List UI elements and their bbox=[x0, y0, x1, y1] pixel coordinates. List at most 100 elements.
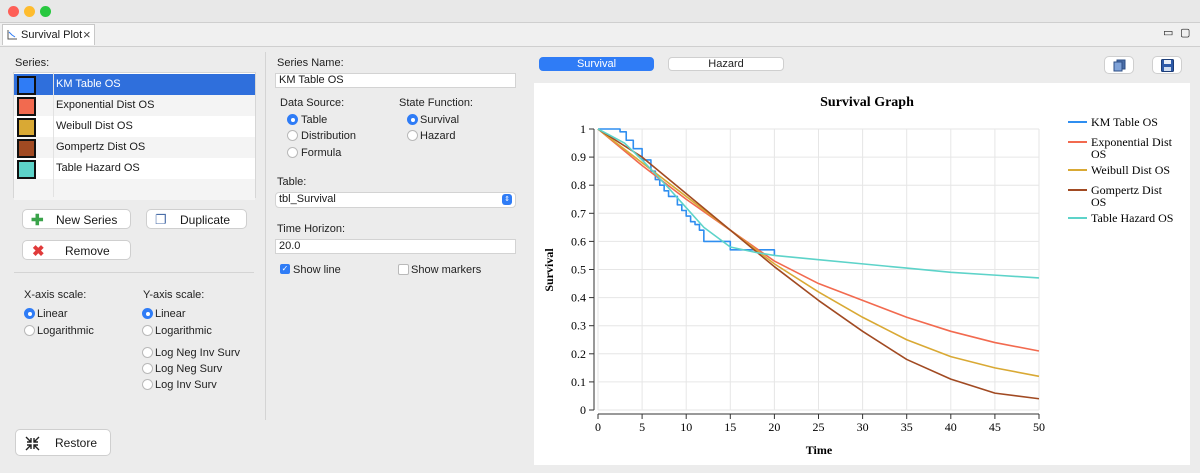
y-scale-log-inv-surv-radio[interactable] bbox=[142, 379, 153, 390]
time-horizon-label: Time Horizon: bbox=[277, 223, 346, 235]
series-line bbox=[597, 128, 1040, 352]
show-markers-checkbox[interactable] bbox=[398, 264, 409, 275]
remove-button[interactable]: ✖ Remove bbox=[22, 240, 131, 260]
close-window-button[interactable] bbox=[8, 6, 19, 17]
x-scale-log-label: Logarithmic bbox=[37, 325, 94, 337]
x-tick-label: 45 bbox=[989, 420, 1001, 434]
series-line bbox=[597, 128, 1040, 378]
y-tick-label: 0 bbox=[580, 403, 586, 417]
series-empty-row bbox=[14, 179, 255, 200]
source-distribution-radio[interactable] bbox=[287, 130, 298, 141]
y-tick-label: 1 bbox=[580, 122, 586, 136]
state-survival-radio[interactable] bbox=[407, 114, 418, 125]
y-tick-label: 0.6 bbox=[571, 234, 586, 248]
series-item[interactable]: KM Table OS bbox=[14, 74, 255, 95]
save-icon bbox=[1161, 59, 1174, 72]
x-scale-linear-label: Linear bbox=[37, 308, 68, 320]
y-scale-log-radio[interactable] bbox=[142, 325, 153, 336]
series-item-label: Table Hazard OS bbox=[56, 162, 140, 174]
y-axis-scale-heading: Y-axis scale: bbox=[143, 289, 205, 301]
remove-x-icon: ✖ bbox=[32, 243, 45, 260]
y-tick-label: 0.8 bbox=[571, 178, 586, 192]
x-scale-log-radio[interactable] bbox=[24, 325, 35, 336]
show-line-label: Show line bbox=[293, 264, 341, 276]
source-table-radio[interactable] bbox=[287, 114, 298, 125]
minimize-window-button[interactable] bbox=[24, 6, 35, 17]
collapse-arrows-icon bbox=[25, 436, 40, 451]
source-formula-radio[interactable] bbox=[287, 147, 298, 158]
y-tick-label: 0.4 bbox=[571, 291, 586, 305]
x-scale-linear-radio[interactable] bbox=[24, 308, 35, 319]
series-name-input[interactable]: KM Table OS bbox=[275, 73, 516, 88]
maximize-window-button[interactable] bbox=[40, 6, 51, 17]
time-horizon-input[interactable]: 20.0 bbox=[275, 239, 516, 254]
x-axis-label: Time bbox=[806, 443, 833, 457]
series-color-swatch[interactable] bbox=[17, 118, 36, 137]
tab-bar: Survival Plot × ▭ ▢ bbox=[0, 22, 1200, 47]
y-tick-label: 0.2 bbox=[571, 347, 586, 361]
x-tick-label: 0 bbox=[595, 420, 601, 434]
series-color-swatch[interactable] bbox=[17, 139, 36, 158]
select-arrows-icon: ⇕ bbox=[502, 194, 512, 205]
legend-label: Weibull Dist OS bbox=[1091, 163, 1170, 177]
duplicate-label: Duplicate bbox=[180, 213, 231, 227]
duplicate-icon: ❐ bbox=[155, 212, 167, 227]
show-markers-label: Show markers bbox=[411, 264, 482, 276]
x-tick-label: 15 bbox=[724, 420, 736, 434]
y-tick-label: 0.5 bbox=[571, 263, 586, 277]
source-formula-label: Formula bbox=[301, 147, 342, 159]
tab-label: Survival Plot bbox=[21, 29, 83, 41]
maximize-view-icon[interactable]: ▢ bbox=[1180, 27, 1191, 39]
chart-area: Survival Graph Time Survival 0 5 10 15 20 25 3… bbox=[534, 83, 1190, 465]
series-item[interactable]: Gompertz Dist OS bbox=[14, 137, 255, 158]
minimize-view-icon[interactable]: ▭ bbox=[1163, 27, 1174, 39]
new-series-label: New Series bbox=[56, 213, 118, 227]
series-item[interactable]: Table Hazard OS bbox=[14, 158, 255, 179]
series-item[interactable]: Weibull Dist OS bbox=[14, 116, 255, 137]
state-hazard-radio[interactable] bbox=[407, 130, 418, 141]
legend-label: Gompertz Dist OS bbox=[1091, 183, 1163, 209]
series-heading: Series: bbox=[15, 57, 50, 69]
legend-label: KM Table OS bbox=[1091, 115, 1158, 129]
y-scale-linear-radio[interactable] bbox=[142, 308, 153, 319]
state-survival-label: Survival bbox=[420, 114, 460, 126]
legend-label: Table Hazard OS bbox=[1091, 211, 1173, 225]
y-tick-label: 0.3 bbox=[571, 319, 586, 333]
series-item[interactable]: Exponential Dist OS bbox=[14, 95, 255, 116]
copy-icon bbox=[1113, 59, 1126, 72]
y-scale-log-neg-inv-surv-radio[interactable] bbox=[142, 347, 153, 358]
series-name-label: Series Name: bbox=[277, 57, 344, 69]
table-label: Table: bbox=[277, 176, 307, 188]
chart-title: Survival Graph bbox=[820, 95, 914, 110]
save-button[interactable] bbox=[1152, 56, 1182, 74]
source-distribution-label: Distribution bbox=[301, 130, 357, 142]
list-column-divider bbox=[53, 73, 54, 197]
series-color-swatch[interactable] bbox=[17, 76, 36, 95]
copy-button[interactable] bbox=[1104, 56, 1134, 74]
y-scale-log-neg-surv-radio[interactable] bbox=[142, 363, 153, 374]
series-item-label: KM Table OS bbox=[56, 78, 121, 90]
window-titlebar bbox=[0, 0, 1200, 22]
close-tab-icon[interactable]: × bbox=[83, 27, 91, 42]
y-tick-label: 0.7 bbox=[571, 206, 586, 220]
y-tick-label: 0.9 bbox=[571, 150, 586, 164]
show-line-checkbox[interactable]: ✓ bbox=[280, 264, 290, 274]
duplicate-button[interactable]: ❐ Duplicate bbox=[146, 209, 247, 229]
new-series-button[interactable]: ✚ New Series bbox=[22, 209, 131, 229]
hazard-tab[interactable]: Hazard bbox=[668, 57, 784, 71]
series-color-swatch[interactable] bbox=[17, 160, 36, 179]
x-tick-label: 5 bbox=[639, 420, 645, 434]
restore-button[interactable]: Restore bbox=[15, 429, 111, 456]
x-tick-label: 20 bbox=[768, 420, 780, 434]
y-axis-label: Survival bbox=[542, 248, 556, 292]
x-tick-label: 50 bbox=[1033, 420, 1045, 434]
table-select[interactable]: tbl_Survival ⇕ bbox=[275, 192, 516, 208]
series-color-swatch[interactable] bbox=[17, 97, 36, 116]
x-axis-scale-heading: X-axis scale: bbox=[24, 289, 87, 301]
survival-tab[interactable]: Survival bbox=[539, 57, 654, 71]
x-tick-label: 10 bbox=[680, 420, 692, 434]
series-list[interactable]: KM Table OS Exponential Dist OS Weibull … bbox=[13, 72, 256, 200]
tab-survival-plot[interactable]: Survival Plot × bbox=[2, 24, 95, 45]
legend-label: Exponential Dist OS bbox=[1091, 135, 1173, 161]
data-source-label: Data Source: bbox=[280, 97, 345, 109]
